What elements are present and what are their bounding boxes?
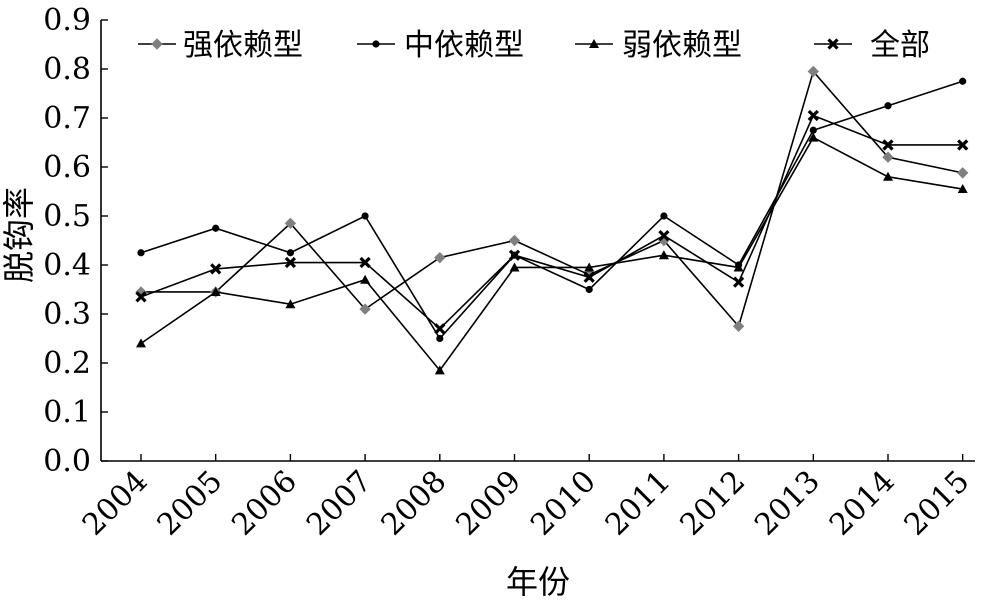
legend-item-3: 弱依赖型	[575, 28, 742, 63]
y-tick-label: 0.0	[43, 444, 91, 479]
legend-label: 中依赖型	[404, 28, 524, 63]
x-tick-label: 2010	[524, 464, 603, 543]
series-line	[140, 136, 963, 372]
y-tick-label: 0.6	[43, 150, 91, 185]
data-point	[807, 109, 819, 122]
legend-item-1: 强依赖型	[138, 28, 303, 63]
data-point	[434, 251, 446, 264]
data-point	[434, 365, 445, 375]
data-point	[658, 229, 670, 242]
data-point	[360, 274, 371, 284]
data-point	[137, 249, 145, 257]
data-point	[733, 262, 744, 272]
data-point	[957, 184, 968, 194]
y-tick-label: 0.3	[43, 297, 91, 332]
y-tick-label: 0.7	[43, 101, 91, 136]
legend-marker	[151, 38, 163, 50]
x-tick-label: 2011	[599, 464, 678, 543]
data-point	[660, 212, 668, 220]
x-tick-label: 2012	[674, 464, 753, 543]
data-point	[585, 285, 593, 294]
data-point	[359, 303, 371, 315]
data-point	[808, 132, 819, 142]
data-point	[434, 323, 446, 335]
data-point	[883, 171, 893, 181]
x-tick-label: 2009	[449, 464, 528, 543]
series-lines	[135, 65, 969, 375]
data-point	[508, 249, 521, 261]
y-tick-label: 0.1	[43, 395, 91, 430]
x-tick-label: 2014	[823, 464, 902, 543]
data-point	[583, 271, 595, 283]
data-point	[436, 334, 444, 343]
y-tick-label: 0.2	[43, 346, 91, 381]
data-point	[584, 262, 595, 272]
x-tick-label: 2015	[898, 464, 977, 543]
x-tick-label: 2007	[300, 464, 379, 543]
data-point	[956, 167, 969, 179]
data-point	[732, 320, 745, 332]
legend-marker	[827, 38, 839, 50]
x-tick-label: 2013	[748, 464, 827, 543]
data-point	[658, 250, 669, 260]
legend: 强依赖型 中依赖型 弱依赖型 全部	[138, 28, 930, 63]
data-point	[285, 299, 296, 309]
data-point	[135, 291, 147, 303]
data-point	[136, 338, 146, 348]
data-point	[509, 262, 520, 272]
legend-label: 弱依赖型	[622, 28, 742, 63]
y-axis-title: 脱钩率	[0, 187, 38, 283]
series-2	[137, 77, 967, 343]
data-point	[732, 276, 745, 288]
data-point	[957, 139, 969, 151]
data-point	[361, 212, 369, 220]
data-point	[884, 102, 892, 110]
data-point	[959, 77, 967, 85]
x-axis-title: 年份	[506, 563, 570, 601]
legend-label: 强依赖型	[183, 28, 303, 63]
data-point	[882, 151, 894, 163]
y-tick-label: 0.8	[43, 52, 91, 87]
legend-label: 全部	[870, 28, 930, 63]
x-tick-label: 2008	[375, 464, 454, 543]
x-tick-label: 2005	[151, 464, 230, 543]
y-tick-label: 0.5	[43, 199, 91, 234]
series-line	[140, 114, 963, 330]
y-tick-label: 0.9	[43, 3, 91, 38]
data-point	[284, 217, 297, 230]
data-point	[210, 263, 222, 275]
legend-marker	[372, 40, 380, 48]
legend-item-2: 中依赖型	[357, 28, 524, 63]
series-line	[141, 69, 963, 328]
data-point	[508, 234, 521, 247]
series-4	[135, 109, 969, 335]
series-1	[135, 65, 969, 332]
data-point	[212, 224, 220, 232]
data-point	[359, 256, 371, 269]
series-line	[140, 80, 963, 340]
series-3	[136, 132, 968, 375]
legend-marker	[589, 39, 599, 48]
data-point	[809, 126, 817, 134]
data-point	[807, 65, 820, 78]
y-tick-label: 0.4	[43, 248, 91, 283]
data-point	[284, 256, 297, 269]
data-point	[210, 286, 221, 296]
data-point	[286, 249, 294, 257]
legend-item-4: 全部	[814, 28, 930, 63]
data-point	[882, 139, 894, 151]
x-tick-label: 2006	[225, 464, 304, 543]
